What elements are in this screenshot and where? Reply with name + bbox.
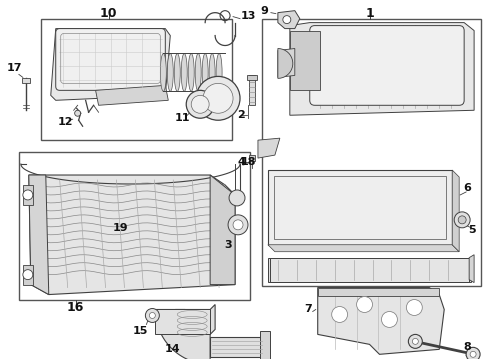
Circle shape <box>203 84 233 113</box>
Polygon shape <box>268 258 471 282</box>
Circle shape <box>149 312 155 319</box>
Ellipse shape <box>188 54 194 91</box>
Text: 12: 12 <box>58 117 74 127</box>
Ellipse shape <box>195 54 201 91</box>
Ellipse shape <box>209 54 215 91</box>
Ellipse shape <box>167 54 173 91</box>
Text: 15: 15 <box>133 327 148 336</box>
Polygon shape <box>268 245 459 252</box>
Polygon shape <box>290 23 474 115</box>
Circle shape <box>283 15 291 24</box>
Text: 4: 4 <box>237 157 245 167</box>
Text: 9: 9 <box>260 6 268 15</box>
FancyBboxPatch shape <box>56 28 165 90</box>
Bar <box>268 170 452 245</box>
Text: 5: 5 <box>468 225 476 235</box>
Text: 16: 16 <box>67 301 84 314</box>
Polygon shape <box>175 305 215 334</box>
Circle shape <box>332 306 347 323</box>
Text: 19: 19 <box>113 223 128 233</box>
Circle shape <box>191 95 209 113</box>
Polygon shape <box>96 85 168 105</box>
Text: 1: 1 <box>365 7 374 20</box>
FancyBboxPatch shape <box>310 26 464 105</box>
Polygon shape <box>318 288 444 354</box>
Bar <box>41 19 232 140</box>
Text: 14: 14 <box>165 345 180 354</box>
Polygon shape <box>278 49 293 78</box>
Bar <box>247 75 257 80</box>
Text: 11: 11 <box>174 113 190 123</box>
Polygon shape <box>155 310 210 334</box>
Circle shape <box>74 110 81 116</box>
Bar <box>22 78 30 84</box>
Polygon shape <box>23 185 33 205</box>
Polygon shape <box>290 31 319 90</box>
Text: 10: 10 <box>100 7 117 20</box>
Ellipse shape <box>160 54 166 91</box>
Bar <box>274 176 446 239</box>
Polygon shape <box>278 49 295 77</box>
Circle shape <box>357 297 372 312</box>
Polygon shape <box>29 175 235 294</box>
Circle shape <box>228 215 248 235</box>
Ellipse shape <box>174 54 180 91</box>
Bar <box>262 19 481 285</box>
Bar <box>318 288 439 296</box>
Polygon shape <box>51 28 171 100</box>
Circle shape <box>470 351 476 357</box>
Circle shape <box>454 212 470 228</box>
Text: 6: 6 <box>463 183 471 193</box>
Circle shape <box>408 334 422 348</box>
Polygon shape <box>469 255 474 283</box>
Polygon shape <box>210 337 265 357</box>
Circle shape <box>23 190 33 200</box>
Text: 18: 18 <box>240 157 256 167</box>
Text: 7: 7 <box>304 305 312 315</box>
Polygon shape <box>29 175 49 294</box>
Circle shape <box>458 216 466 224</box>
Text: 17: 17 <box>7 63 23 73</box>
Bar <box>260 332 270 360</box>
Circle shape <box>466 347 480 360</box>
Polygon shape <box>155 310 210 360</box>
Circle shape <box>233 220 243 230</box>
Circle shape <box>186 90 214 118</box>
Circle shape <box>23 270 33 280</box>
Ellipse shape <box>202 54 208 91</box>
Bar <box>19 152 250 300</box>
Polygon shape <box>23 265 33 285</box>
Circle shape <box>229 190 245 206</box>
Circle shape <box>413 338 418 345</box>
Ellipse shape <box>181 54 187 91</box>
Bar <box>249 155 255 161</box>
Circle shape <box>146 309 159 323</box>
Text: 2: 2 <box>237 110 245 120</box>
Text: 3: 3 <box>224 240 232 250</box>
Bar <box>270 258 469 282</box>
Circle shape <box>382 311 397 328</box>
Polygon shape <box>258 138 280 158</box>
Text: 13: 13 <box>240 11 256 21</box>
Polygon shape <box>210 175 235 285</box>
Bar <box>249 75 255 105</box>
Polygon shape <box>278 11 300 28</box>
Ellipse shape <box>216 54 222 91</box>
Polygon shape <box>452 170 459 252</box>
Circle shape <box>406 300 422 315</box>
Circle shape <box>196 76 240 120</box>
Text: 8: 8 <box>463 342 471 352</box>
